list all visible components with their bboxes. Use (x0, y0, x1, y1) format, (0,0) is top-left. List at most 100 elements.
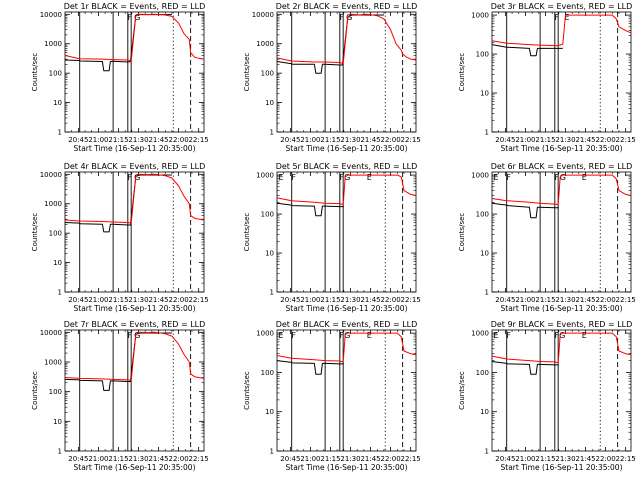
y-tick-label: 10000 (252, 11, 274, 19)
y-axis-label: Counts/sec (243, 371, 251, 410)
region-label: F (128, 331, 133, 340)
x-tick-label: 21:30 (128, 296, 148, 304)
y-tick-label: 1 (58, 129, 62, 137)
x-tick-label: 22:15 (616, 455, 636, 463)
x-tick-label: 22:00 (381, 296, 401, 304)
events-series-line (491, 202, 559, 219)
chart-title: Det 1r BLACK = Events, RED = LLD (64, 2, 206, 11)
y-axis-label: Counts/sec (458, 371, 466, 410)
chart-title: Det 7r BLACK = Events, RED = LLD (64, 320, 206, 329)
y-tick-label: 1000 (256, 40, 274, 48)
chart-panel-2: Det 2r BLACK = Events, RED = LLD 1 10 100 10… (243, 2, 421, 153)
x-tick-label: 22:15 (401, 296, 421, 304)
events-series-line (491, 44, 563, 57)
y-tick-label: 1 (58, 448, 62, 456)
events-series-line (491, 361, 559, 375)
x-tick-label: 20:45 (280, 136, 300, 144)
lld-series-line (491, 174, 632, 206)
y-tick-label: 10 (53, 418, 62, 426)
chart-panel-7: Det 7r BLACK = Events, RED = LLD 1 10 100 10… (31, 320, 209, 472)
x-tick-label: 22:00 (381, 455, 401, 463)
x-axis-label: Start Time (16-Sep-11 20:35:00) (501, 304, 623, 313)
region-label: G (344, 173, 350, 182)
region-label: F (555, 173, 560, 182)
x-tick-label: 20:45 (495, 455, 515, 463)
region-label: G (344, 331, 350, 340)
x-tick-label: 22:15 (616, 136, 636, 144)
plot-frame (276, 329, 417, 452)
x-tick-label: 21:45 (148, 455, 168, 463)
x-tick-label: 22:00 (381, 136, 401, 144)
x-tick-label: 21:00 (300, 455, 320, 463)
region-label: E (493, 173, 498, 182)
x-axis-label: Start Time (16-Sep-11 20:35:00) (286, 463, 408, 472)
x-tick-label: 21:30 (340, 296, 360, 304)
y-tick-label: 100 (476, 211, 489, 219)
x-tick-label: 21:45 (575, 455, 595, 463)
y-tick-label: 100 (476, 51, 489, 59)
x-axis-label: Start Time (16-Sep-11 20:35:00) (286, 144, 408, 153)
y-tick-label: 100 (476, 369, 489, 377)
chart-panel-6: Det 6r BLACK = Events, RED = LLD 1 10 100 10… (458, 162, 636, 313)
x-tick-label: 21:00 (300, 136, 320, 144)
chart-title: Det 5r BLACK = Events, RED = LLD (276, 162, 418, 171)
x-tick-label: 22:00 (596, 136, 616, 144)
events-series-line (276, 202, 344, 217)
x-tick-label: 21:15 (535, 136, 555, 144)
lld-series-line (64, 173, 205, 224)
region-label: G (559, 331, 565, 340)
x-tick-label: 21:15 (108, 296, 128, 304)
y-tick-label: 10 (53, 259, 62, 267)
chart-panel-1: Det 1r BLACK = Events, RED = LLD 1 10 100 10… (31, 2, 209, 153)
y-axis-label: Counts/sec (31, 371, 39, 410)
y-axis-label: Counts/sec (243, 213, 251, 252)
region-label: F (340, 13, 345, 22)
region-label: E (367, 331, 372, 340)
region-label: E (582, 331, 587, 340)
x-tick-label: 21:45 (575, 136, 595, 144)
plot-frame (64, 11, 205, 133)
x-tick-label: 21:15 (108, 455, 128, 463)
y-tick-label: 1000 (256, 172, 274, 180)
x-tick-label: 21:45 (360, 296, 380, 304)
x-tick-label: 20:45 (68, 296, 88, 304)
plot-frame (64, 171, 205, 293)
chart-panel-3: Det 3r BLACK = Events, RED = LLD 1 10 100 10… (458, 2, 636, 153)
y-tick-label: 1 (485, 289, 489, 297)
y-tick-label: 1000 (44, 359, 62, 367)
lld-series-line (64, 331, 205, 381)
x-axis-label: Start Time (16-Sep-11 20:35:00) (501, 463, 623, 472)
y-tick-label: 10 (480, 250, 489, 258)
x-tick-label: 21:30 (128, 455, 148, 463)
y-tick-label: 1000 (471, 12, 489, 20)
x-axis-label: Start Time (16-Sep-11 20:35:00) (74, 144, 196, 153)
chart-panel-5: Det 5r BLACK = Events, RED = LLD 1 10 100 10… (243, 162, 421, 313)
y-tick-label: 100 (49, 70, 62, 78)
x-axis-label: Start Time (16-Sep-11 20:35:00) (501, 144, 623, 153)
x-tick-label: 20:45 (495, 136, 515, 144)
plot-frame (491, 11, 632, 133)
x-tick-label: 21:15 (320, 455, 340, 463)
chart-title: Det 4r BLACK = Events, RED = LLD (64, 162, 206, 171)
lld-series-line (276, 174, 417, 206)
y-tick-label: 1 (270, 289, 274, 297)
plot-frame (276, 11, 417, 133)
y-tick-label: 100 (261, 70, 274, 78)
lld-series-line (276, 13, 417, 65)
x-tick-label: 22:15 (189, 136, 209, 144)
y-axis-label: Counts/sec (458, 213, 466, 252)
x-tick-label: 22:00 (596, 455, 616, 463)
x-tick-label: 21:30 (340, 455, 360, 463)
y-tick-label: 10 (265, 408, 274, 416)
x-tick-label: 21:00 (300, 296, 320, 304)
y-tick-label: 1 (270, 129, 274, 137)
region-label: F (291, 173, 296, 182)
region-label: E (278, 173, 283, 182)
x-tick-label: 21:45 (575, 296, 595, 304)
y-tick-label: 10 (53, 99, 62, 107)
x-tick-label: 21:45 (148, 296, 168, 304)
x-tick-label: 21:30 (340, 136, 360, 144)
y-tick-label: 10 (265, 99, 274, 107)
y-tick-label: 100 (49, 388, 62, 396)
region-label: E (367, 173, 372, 182)
